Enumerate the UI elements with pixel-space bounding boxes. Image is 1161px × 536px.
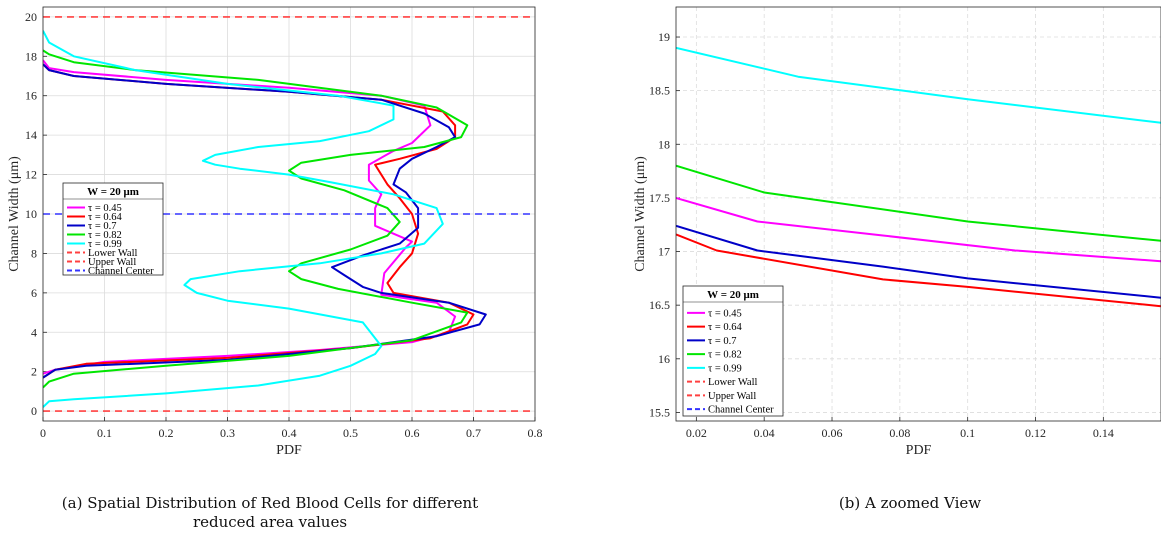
- y-tick-label: 20: [25, 10, 37, 24]
- series-line--0-7: [676, 224, 1161, 299]
- x-tick-label: 0.12: [1025, 426, 1046, 440]
- legend-entry: Channel Center: [88, 266, 154, 277]
- caption-b-line-1: (b) A zoomed View: [838, 494, 982, 512]
- y-tick-label: 17: [658, 245, 670, 259]
- series-line--0-64: [676, 233, 1161, 308]
- y-axis-label: Channel Width (μm): [633, 156, 648, 272]
- x-axis-label: PDF: [276, 443, 302, 458]
- legend-entry: τ = 0.64: [88, 212, 123, 223]
- x-tick-label: 0.3: [220, 426, 235, 440]
- y-tick-label: 0: [31, 404, 37, 418]
- y-tick-label: 12: [25, 168, 37, 182]
- legend: W = 20 μm τ = 0.45τ = 0.64τ = 0.7τ = 0.82…: [62, 182, 164, 277]
- legend-entry: τ = 0.45: [88, 203, 122, 214]
- x-tick-label: 0.7: [466, 426, 481, 440]
- legend-entry: Channel Center: [708, 405, 774, 416]
- y-axis-label: Channel Width (μm): [7, 156, 22, 272]
- y-tick-label: 4: [31, 325, 37, 339]
- legend-entry: τ = 0.82: [88, 230, 122, 241]
- y-tick-label: 16: [25, 89, 37, 103]
- y-tick-label: 8: [31, 246, 37, 260]
- y-tick-label: 6: [31, 286, 37, 300]
- legend-entry: τ = 0.64: [708, 322, 743, 333]
- x-tick-label: 0.2: [159, 426, 174, 440]
- x-axis-label: PDF: [906, 443, 932, 458]
- x-tick-label: 0.06: [822, 426, 843, 440]
- series-line--0-45: [676, 196, 1161, 263]
- caption-a: (a) Spatial Distribution of Red Blood Ce…: [10, 494, 530, 532]
- x-tick-label: 0.8: [528, 426, 543, 440]
- legend-entry: τ = 0.99: [708, 363, 742, 374]
- legend-entry: τ = 0.82: [708, 350, 742, 361]
- legend-entry: Lower Wall: [88, 248, 137, 259]
- y-tick-label: 16: [658, 352, 670, 366]
- x-tick-label: 0: [40, 426, 46, 440]
- caption-a-line-2: reduced area values: [192, 513, 348, 531]
- series-line--0-82: [43, 49, 469, 389]
- y-tick-label: 18: [658, 137, 670, 151]
- legend-title: W = 20 μm: [87, 186, 139, 198]
- x-tick-label: 0.08: [889, 426, 910, 440]
- x-tick-label: 0.02: [686, 426, 707, 440]
- series-line--0-99: [676, 46, 1161, 124]
- legend-entry: Lower Wall: [708, 377, 757, 388]
- y-tick-label: 15.5: [649, 405, 670, 419]
- legend-entry: τ = 0.45: [708, 308, 742, 319]
- x-tick-label: 0.1: [960, 426, 975, 440]
- legend: W = 20 μm τ = 0.45 τ = 0.64 τ = 0.7 τ = 0.82…: [682, 285, 784, 417]
- x-tick-label: 0.5: [343, 426, 358, 440]
- legend-entry: Upper Wall: [708, 391, 756, 402]
- y-tick-label: 16.5: [649, 298, 670, 312]
- legend-entry: Upper Wall: [88, 257, 136, 268]
- x-tick-label: 0.4: [282, 426, 297, 440]
- y-tick-label: 17.5: [649, 191, 670, 205]
- legend-box: [682, 285, 784, 417]
- x-tick-label: 0.1: [97, 426, 112, 440]
- y-tick-label: 18: [25, 49, 37, 63]
- y-tick-label: 14: [25, 128, 37, 142]
- series-group: [43, 16, 535, 412]
- series-line--0-82: [676, 164, 1161, 242]
- caption-a-line-1: (a) Spatial Distribution of Red Blood Ce…: [61, 494, 479, 512]
- x-tick-label: 0.6: [405, 426, 420, 440]
- legend-box: [62, 182, 164, 276]
- y-tick-label: 18.5: [649, 84, 670, 98]
- x-tick-label: 0.14: [1093, 426, 1114, 440]
- y-tick-label: 10: [25, 207, 37, 221]
- legend-entry: τ = 0.7: [708, 336, 737, 347]
- y-tick-label: 19: [658, 30, 670, 44]
- y-tick-label: 2: [31, 365, 37, 379]
- x-tick-label: 0.04: [754, 426, 775, 440]
- series-line--0-99: [43, 30, 444, 408]
- legend-title: W = 20 μm: [707, 289, 759, 301]
- chart-0: 0 0.1 0.2 0.3 0.4 0.5 0.6 0.7 0.8 0 2 4 6 8 10 12 14 16 18…: [7, 6, 543, 458]
- series-line--0-7: [43, 63, 487, 379]
- legend-entry: τ = 0.99: [88, 239, 122, 250]
- axes-frame: [42, 6, 536, 422]
- axes-frame: [675, 6, 1161, 422]
- chart-1: 0.02 0.04 0.06 0.08 0.1 0.12 0.14 15.5 16 16.5 17 1…: [633, 6, 1161, 458]
- series-group: [676, 46, 1161, 308]
- legend-entry: τ = 0.7: [88, 221, 117, 232]
- caption-b: (b) A zoomed View: [680, 494, 1140, 513]
